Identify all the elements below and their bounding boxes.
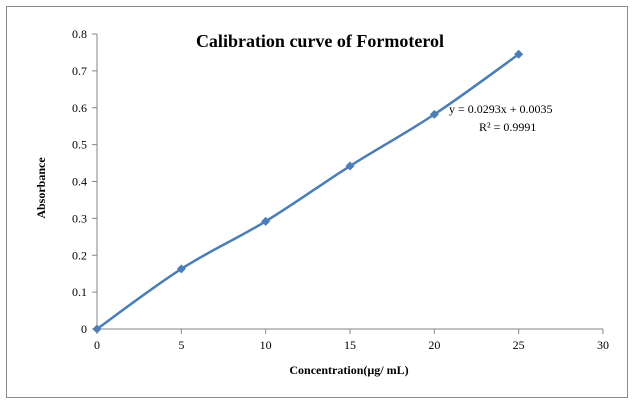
chart-frame <box>6 6 628 398</box>
data-point-marker <box>176 264 186 274</box>
y-tick-label: 0.5 <box>72 138 87 152</box>
y-tick-label: 0 <box>81 322 87 336</box>
x-tick-label: 0 <box>94 338 100 352</box>
y-tick-label: 0.7 <box>72 64 87 78</box>
y-tick-label: 0.4 <box>72 175 87 189</box>
y-tick-label: 0.3 <box>72 211 87 225</box>
x-tick-label: 15 <box>344 338 356 352</box>
y-ticks: 0 0.1 0.2 0.3 0.4 0.5 0.6 0.7 0.8 <box>72 27 97 336</box>
x-tick-label: 20 <box>428 338 440 352</box>
y-tick-label: 0.6 <box>72 101 87 115</box>
chart-title: Calibration curve of Formoterol <box>196 31 444 51</box>
y-tick-label: 0.8 <box>72 27 87 41</box>
x-tick-label: 30 <box>597 338 609 352</box>
y-axis-label: Absorbance <box>34 157 48 219</box>
x-tick-label: 5 <box>178 338 184 352</box>
data-point-marker <box>92 324 102 334</box>
x-ticks: 0 5 10 15 20 25 30 <box>94 329 609 352</box>
y-tick-label: 0.1 <box>72 285 87 299</box>
data-markers <box>92 49 524 334</box>
r-squared-label: R² = 0.9991 <box>479 120 536 134</box>
y-tick-label: 0.2 <box>72 248 87 262</box>
data-point-marker <box>514 49 524 59</box>
data-point-marker <box>345 161 355 171</box>
series-line <box>96 53 520 331</box>
x-tick-label: 10 <box>260 338 272 352</box>
data-point-marker <box>429 109 439 119</box>
x-axis-label: Concentration(µg/ mL) <box>289 363 408 377</box>
x-tick-label: 25 <box>513 338 525 352</box>
data-point-marker <box>261 216 271 226</box>
trendline-equation: y = 0.0293x + 0.0035 <box>449 102 553 116</box>
